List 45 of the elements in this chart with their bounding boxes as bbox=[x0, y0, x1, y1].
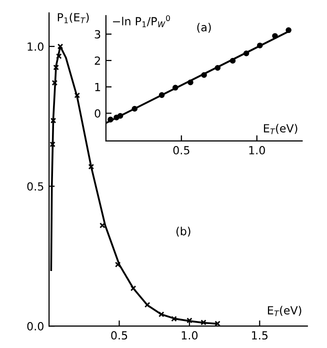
point bbox=[88, 164, 94, 170]
point bbox=[214, 64, 221, 71]
point bbox=[53, 64, 59, 70]
point bbox=[50, 118, 56, 124]
x-tick-label: 1.5 bbox=[252, 331, 268, 340]
point bbox=[158, 311, 164, 318]
point bbox=[117, 112, 124, 119]
point bbox=[171, 316, 177, 322]
point bbox=[286, 27, 292, 34]
y-axis-title: −ln P$_{1}$/P$_{W}$$^{0}$ bbox=[113, 15, 170, 28]
point bbox=[100, 222, 106, 228]
annotation: (b) bbox=[176, 226, 190, 237]
x-tick-label: 1.0 bbox=[182, 331, 198, 340]
point bbox=[144, 302, 150, 308]
point bbox=[272, 33, 278, 39]
point bbox=[114, 262, 121, 268]
point bbox=[257, 42, 263, 48]
point bbox=[188, 79, 194, 86]
y-tick-label: 1.0 bbox=[28, 42, 44, 51]
point bbox=[50, 141, 56, 148]
point bbox=[52, 80, 58, 86]
y-tick-label: 0.5 bbox=[27, 182, 44, 191]
point bbox=[57, 44, 64, 50]
x-tick-label: 0.5 bbox=[111, 331, 128, 340]
point bbox=[56, 53, 62, 60]
point bbox=[132, 106, 138, 112]
x-axis-title: E$_{T}$(eV) bbox=[268, 306, 302, 316]
point bbox=[172, 84, 178, 91]
point bbox=[243, 50, 250, 56]
y-tick-label: 3 bbox=[94, 30, 100, 38]
point bbox=[230, 58, 236, 64]
point bbox=[201, 72, 207, 78]
annotation: (a) bbox=[197, 22, 211, 33]
point bbox=[130, 285, 136, 292]
y-tick-label: 2 bbox=[94, 56, 100, 65]
y-tick-label: 1 bbox=[95, 82, 100, 92]
point bbox=[74, 92, 80, 98]
point bbox=[200, 320, 206, 326]
point bbox=[108, 116, 114, 122]
y-tick-label: 0 bbox=[94, 109, 100, 118]
y-axis-title: P$_{1}$(E$_{T}$) bbox=[58, 12, 89, 24]
point bbox=[186, 318, 192, 324]
y-tick-label: 0.0 bbox=[27, 322, 44, 330]
point bbox=[158, 92, 165, 98]
x-axis-title: E$_{T}$(eV) bbox=[264, 124, 298, 134]
